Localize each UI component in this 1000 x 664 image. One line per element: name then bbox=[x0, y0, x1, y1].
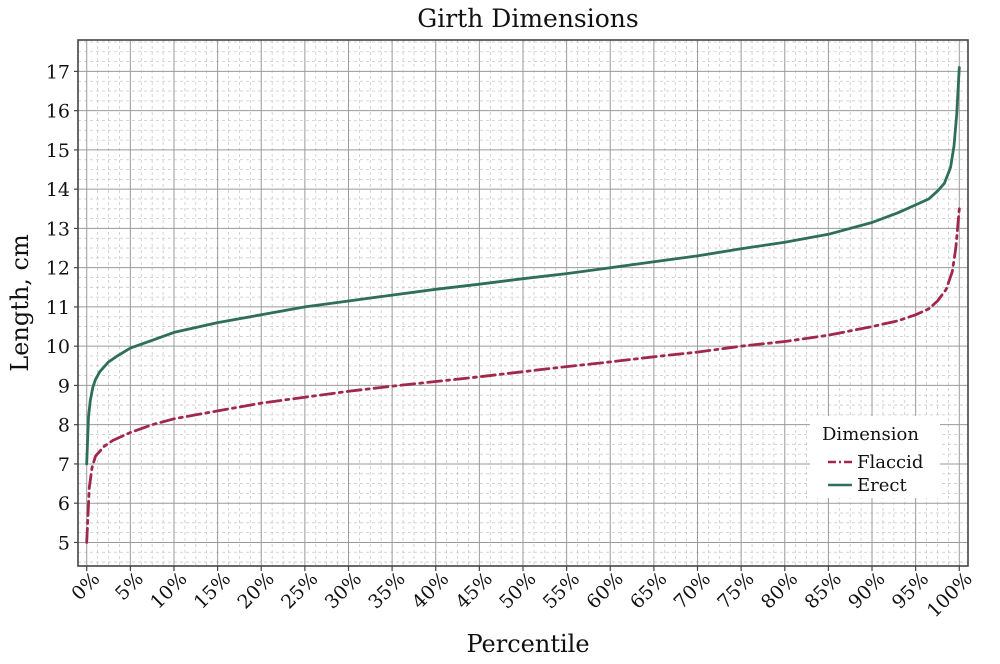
x-tick-label: 65% bbox=[626, 568, 671, 613]
x-tick-label: 80% bbox=[757, 568, 802, 613]
y-tick-label: 5 bbox=[58, 532, 70, 554]
x-tick-label: 40% bbox=[408, 568, 453, 613]
y-tick-label: 17 bbox=[46, 61, 70, 83]
x-tick-label: 20% bbox=[233, 568, 278, 613]
series-line-erect bbox=[85, 66, 961, 466]
chart-title: Girth Dimensions bbox=[417, 4, 638, 33]
legend-entry-erect: Erect bbox=[857, 475, 907, 496]
x-tick-label: 0% bbox=[67, 568, 104, 605]
y-tick-label: 13 bbox=[46, 218, 70, 240]
x-tick-label: 90% bbox=[844, 568, 889, 613]
x-tick-label: 10% bbox=[146, 568, 191, 613]
x-tick-label: 60% bbox=[582, 568, 627, 613]
y-tick-label: 6 bbox=[58, 493, 70, 515]
x-tick-label: 85% bbox=[801, 568, 846, 613]
x-tick-label: 25% bbox=[277, 568, 322, 613]
x-tick-label: 70% bbox=[670, 568, 715, 613]
y-tick-label: 8 bbox=[58, 415, 70, 437]
x-tick-label: 15% bbox=[190, 568, 235, 613]
y-tick-label: 12 bbox=[46, 258, 70, 280]
y-tick-label: 15 bbox=[46, 140, 70, 162]
y-axis-label: Length, cm bbox=[6, 234, 34, 372]
legend-entry-flaccid: Flaccid bbox=[857, 452, 923, 473]
grid bbox=[78, 40, 968, 566]
x-tick-label: 50% bbox=[495, 568, 540, 613]
x-tick-label: 5% bbox=[111, 568, 148, 605]
series-lines bbox=[85, 66, 961, 544]
x-tick-label: 30% bbox=[321, 568, 366, 613]
x-tick-label: 75% bbox=[713, 568, 758, 613]
y-tick-label: 10 bbox=[46, 336, 70, 358]
x-axis-label: Percentile bbox=[466, 630, 589, 658]
y-tick-label: 14 bbox=[46, 179, 70, 201]
y-tick-label: 11 bbox=[46, 297, 70, 319]
series-line-flaccid bbox=[85, 207, 961, 544]
x-tick-label: 45% bbox=[451, 568, 496, 613]
y-tick-label: 16 bbox=[46, 101, 70, 123]
x-tick-label: 100% bbox=[923, 568, 977, 622]
legend-title: Dimension bbox=[822, 424, 919, 445]
legend: Dimension Flaccid Erect bbox=[810, 416, 940, 498]
x-tick-label: 55% bbox=[539, 568, 584, 613]
y-tick-label: 7 bbox=[58, 454, 70, 476]
x-tick-label: 35% bbox=[364, 568, 409, 613]
y-tick-label: 9 bbox=[58, 375, 70, 397]
